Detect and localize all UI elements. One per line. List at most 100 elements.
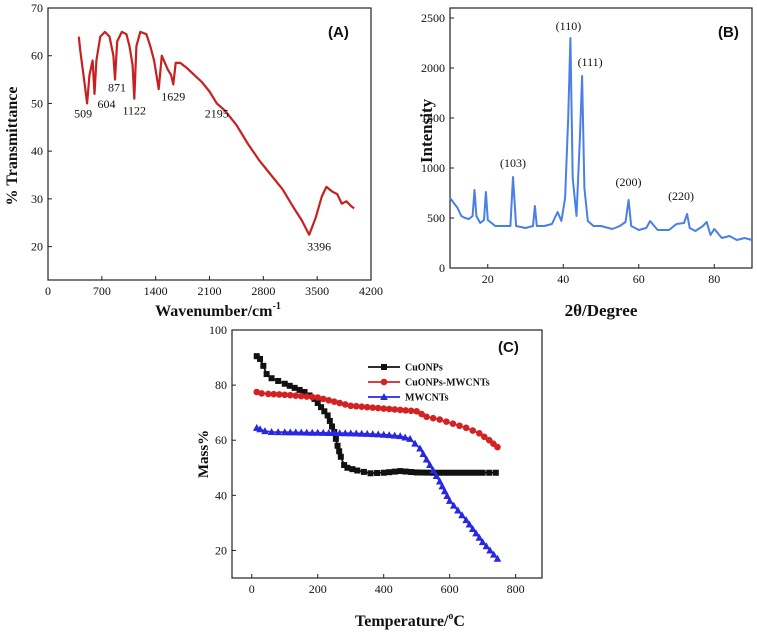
data-point-mwcnts [438, 482, 447, 490]
panel-c-ylabel: Mass% [196, 430, 212, 478]
data-point-mwcnts [445, 496, 454, 504]
x-tick-label: 80 [708, 272, 720, 286]
data-point-mwcnts [440, 487, 449, 495]
x-tick-label: 60 [633, 272, 645, 286]
data-point-cuonps [253, 353, 260, 360]
data-point-cuonps [332, 435, 339, 442]
panel-a: 0 700 1400 2100 2800 3500 4200 20 30 40 50 60 70 509… [4, 1, 383, 320]
data-point-cuonps-mwcnts [314, 394, 322, 401]
legend-label-cuonps: CuONPs [405, 363, 443, 374]
data-point-cuonps-mwcnts [325, 396, 333, 404]
data-point-cuonps-mwcnts [341, 401, 349, 408]
data-point-cuonps [263, 371, 270, 378]
data-point-cuonps-mwcnts [374, 404, 382, 412]
data-point-cuonps-mwcnts [292, 392, 300, 399]
series-line-mwcnts [256, 426, 499, 560]
data-point-cuonps-mwcnts [258, 390, 265, 397]
data-point-mwcnts [352, 429, 361, 437]
y-tick-label: 1000 [421, 161, 445, 175]
data-point-mwcnts [396, 432, 404, 440]
data-point-mwcnts [274, 428, 282, 436]
legend-label-cuonps-mwcnts: CuONPs-MWCNTs [405, 378, 490, 389]
x-tick-label: 2800 [251, 284, 275, 298]
panel-b-frame [449, 7, 753, 269]
data-point-cuonps [419, 469, 426, 476]
data-point-mwcnts [458, 511, 466, 519]
data-point-mwcnts [308, 428, 317, 436]
y-tick-label: 60 [215, 433, 227, 447]
data-point-cuonps-mwcnts [363, 403, 371, 411]
data-point-mwcnts [363, 429, 372, 437]
data-point-cuonps [326, 417, 333, 424]
panel-c-frame [231, 329, 543, 579]
data-point-cuonps-mwcnts [494, 443, 501, 451]
data-point-cuonps-mwcnts [380, 405, 388, 412]
data-point-cuonps-mwcnts [347, 402, 355, 410]
legend-label-mwcnts: MWCNTs [405, 393, 449, 404]
data-point-cuonps [452, 469, 459, 476]
data-point-mwcnts [432, 472, 441, 480]
data-point-mwcnts [406, 434, 414, 442]
data-point-cuonps [286, 382, 293, 389]
data-point-mwcnts [426, 461, 434, 469]
peak-label: (200) [616, 175, 642, 189]
data-point-cuonps-mwcnts [385, 405, 393, 413]
data-point-cuonps [486, 469, 493, 476]
y-tick-label: 60 [31, 49, 43, 63]
data-point-cuonps [374, 470, 381, 477]
data-point-mwcnts [422, 455, 431, 463]
series-line-cuonps-mwcnts [256, 391, 499, 448]
data-point-mwcnts [297, 428, 306, 436]
ftir-line [77, 30, 355, 236]
data-point-cuonps [360, 468, 367, 475]
panel-a-annotations: 509 604 871 1122 1629 2195 3396 [74, 81, 331, 254]
legend-marker-cuonps [381, 364, 387, 370]
data-point-mwcnts [267, 427, 276, 435]
data-point-cuonps-mwcnts [281, 391, 289, 399]
data-point-mwcnts [374, 430, 383, 438]
data-point-mwcnts [256, 425, 264, 433]
panel-c-xlabel: Temperature/oC [355, 611, 465, 630]
data-point-cuonps [324, 412, 331, 419]
panel-a-label: (A) [328, 24, 349, 41]
data-point-cuonps [492, 469, 499, 476]
data-point-mwcnts [341, 429, 350, 437]
data-point-cuonps [268, 375, 275, 382]
y-tick-label: 40 [31, 144, 43, 158]
data-point-cuonps-mwcnts [330, 398, 338, 405]
data-point-cuonps [260, 362, 267, 369]
y-tick-label: 2500 [421, 11, 445, 25]
data-point-mwcnts [302, 428, 311, 436]
data-point-cuonps [301, 389, 308, 395]
data-point-mwcnts [411, 439, 419, 447]
data-point-cuonps-mwcnts [352, 402, 360, 410]
data-point-cuonps [257, 355, 264, 362]
peak-label: 509 [74, 106, 92, 120]
panel-c-ticks: 0 200 400 600 800 20 40 60 80 100 [209, 323, 525, 596]
data-point-cuonps-mwcnts [275, 391, 283, 398]
data-point-cuonps [463, 469, 470, 476]
data-point-cuonps [341, 462, 348, 469]
data-point-cuonps [336, 448, 343, 455]
x-tick-label: 20 [482, 272, 494, 286]
peak-label: (110) [556, 19, 582, 33]
data-point-mwcnts [462, 516, 470, 524]
data-point-cuonps-mwcnts [418, 410, 425, 418]
y-tick-label: 500 [427, 211, 445, 225]
data-point-mwcnts [330, 429, 339, 437]
x-tick-label: 200 [309, 582, 327, 596]
data-point-cuonps [321, 408, 328, 415]
y-tick-label: 2000 [421, 61, 445, 75]
data-point-cuonps [386, 469, 393, 476]
y-tick-label: 40 [215, 488, 227, 502]
data-point-cuonps-mwcnts [480, 433, 488, 441]
data-point-cuonps-mwcnts [443, 418, 450, 425]
peak-label: 1122 [123, 104, 147, 118]
panel-b-xlabel: 2θ/Degree [565, 301, 638, 320]
data-point-cuonps-mwcnts [308, 393, 316, 401]
data-point-cuonps-mwcnts [358, 403, 366, 410]
peak-label: 604 [97, 97, 115, 111]
data-point-mwcnts [313, 428, 322, 436]
data-point-cuonps [479, 469, 486, 476]
x-tick-label: 4200 [359, 284, 383, 298]
